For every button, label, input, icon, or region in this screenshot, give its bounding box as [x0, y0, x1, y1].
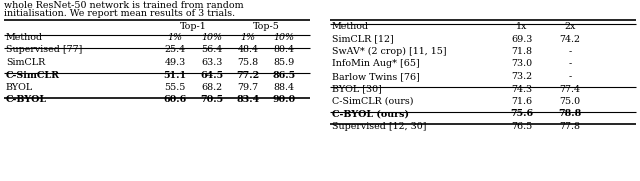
Text: BYOL: BYOL [6, 83, 33, 92]
Text: 69.3: 69.3 [511, 35, 532, 43]
Text: 56.4: 56.4 [202, 45, 223, 54]
Text: 63.3: 63.3 [202, 58, 223, 67]
Text: 1%: 1% [241, 33, 255, 42]
Text: 1x: 1x [516, 22, 528, 31]
Text: 71.8: 71.8 [511, 47, 532, 56]
Text: 76.5: 76.5 [511, 122, 532, 131]
Text: 77.4: 77.4 [559, 85, 580, 94]
Text: Method: Method [332, 22, 369, 31]
Text: 48.4: 48.4 [237, 45, 259, 54]
Text: 71.6: 71.6 [511, 97, 532, 106]
Text: 74.2: 74.2 [559, 35, 580, 43]
Text: Supervised [77]: Supervised [77] [6, 45, 83, 54]
Text: 83.4: 83.4 [236, 96, 260, 104]
Text: initialisation. We report mean results of 3 trials.: initialisation. We report mean results o… [4, 9, 235, 18]
Text: 68.2: 68.2 [202, 83, 223, 92]
Text: SimCLR [12]: SimCLR [12] [332, 35, 394, 43]
Text: 1%: 1% [168, 33, 182, 42]
Text: InfoMin Aug* [65]: InfoMin Aug* [65] [332, 60, 420, 68]
Text: Supervised [12, 30]: Supervised [12, 30] [332, 122, 426, 131]
Text: 2x: 2x [564, 22, 576, 31]
Text: 75.0: 75.0 [559, 97, 580, 106]
Text: 73.2: 73.2 [511, 72, 532, 81]
Text: Method: Method [6, 33, 43, 42]
Text: 51.1: 51.1 [163, 71, 187, 79]
Text: 78.8: 78.8 [558, 110, 582, 119]
Text: 77.8: 77.8 [559, 122, 580, 131]
Text: 60.6: 60.6 [163, 96, 187, 104]
Text: 77.2: 77.2 [236, 71, 260, 79]
Text: C-BYOL: C-BYOL [6, 96, 47, 104]
Text: C-BYOL (ours): C-BYOL (ours) [332, 110, 409, 119]
Text: 25.4: 25.4 [164, 45, 186, 54]
Text: 75.8: 75.8 [237, 58, 259, 67]
Text: 10%: 10% [273, 33, 294, 42]
Text: 74.3: 74.3 [511, 85, 532, 94]
Text: Top-1: Top-1 [180, 22, 207, 31]
Text: C-SimCLR: C-SimCLR [6, 71, 60, 79]
Text: SimCLR: SimCLR [6, 58, 45, 67]
Text: 75.6: 75.6 [511, 110, 534, 119]
Text: Top-5: Top-5 [253, 22, 280, 31]
Text: SwAV* (2 crop) [11, 15]: SwAV* (2 crop) [11, 15] [332, 47, 447, 56]
Text: 80.4: 80.4 [273, 45, 294, 54]
Text: -: - [568, 60, 572, 68]
Text: 49.3: 49.3 [164, 58, 186, 67]
Text: 85.9: 85.9 [273, 58, 294, 67]
Text: 55.5: 55.5 [164, 83, 186, 92]
Text: 10%: 10% [202, 33, 223, 42]
Text: -: - [568, 47, 572, 56]
Text: Barlow Twins [76]: Barlow Twins [76] [332, 72, 420, 81]
Text: 86.5: 86.5 [273, 71, 296, 79]
Text: -: - [568, 72, 572, 81]
Text: BYOL [30]: BYOL [30] [332, 85, 382, 94]
Text: 64.5: 64.5 [200, 71, 223, 79]
Text: 73.0: 73.0 [511, 60, 532, 68]
Text: C-SimCLR (ours): C-SimCLR (ours) [332, 97, 413, 106]
Text: whole ResNet-50 network is trained from random: whole ResNet-50 network is trained from … [4, 1, 244, 10]
Text: 70.5: 70.5 [200, 96, 223, 104]
Text: 88.4: 88.4 [273, 83, 294, 92]
Text: 79.7: 79.7 [237, 83, 259, 92]
Text: 90.0: 90.0 [273, 96, 296, 104]
